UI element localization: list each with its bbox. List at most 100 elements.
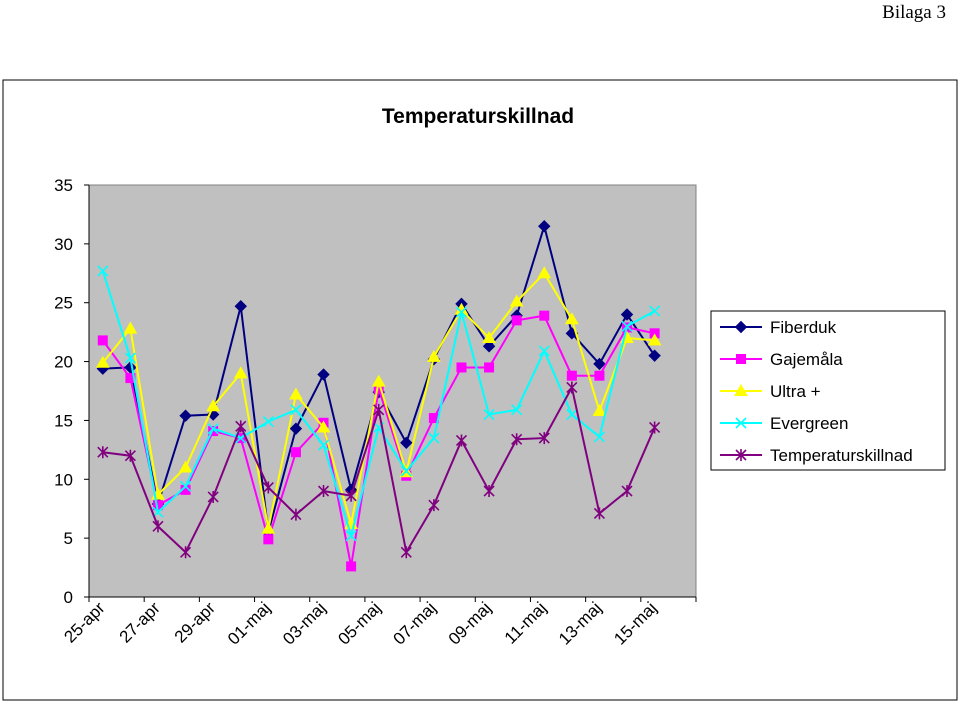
data-point: [539, 310, 550, 321]
data-point: [290, 447, 301, 458]
data-point: [537, 266, 552, 279]
data-point: [483, 485, 495, 498]
legend-item: Ultra +: [720, 382, 821, 401]
data-point: [400, 546, 412, 559]
data-point: [564, 312, 579, 325]
data-point: [427, 349, 441, 362]
data-point: [97, 265, 109, 277]
data-point: [97, 335, 108, 346]
data-point: [482, 340, 496, 353]
data-point: [123, 321, 138, 334]
data-point: [649, 305, 661, 317]
legend-item: Evergreen: [720, 414, 848, 433]
legend-item: Gajemåla: [720, 350, 843, 369]
data-point: [455, 434, 468, 447]
data-point: [290, 508, 302, 521]
data-point: [373, 403, 385, 416]
data-point: [647, 333, 662, 346]
data-point: [593, 357, 606, 371]
legend-label: Ultra +: [770, 382, 821, 401]
data-point: [649, 421, 661, 434]
data-point: [428, 432, 440, 444]
data-point: [206, 399, 221, 412]
data-point: [428, 499, 440, 512]
data-point: [290, 404, 302, 416]
data-point: [620, 308, 634, 321]
data-point: [345, 489, 357, 502]
legend-item: Fiberduk: [720, 318, 837, 337]
data-point: [509, 294, 524, 307]
data-point: [180, 546, 192, 559]
legend-label: Temperaturskillnad: [770, 446, 913, 465]
legend-label: Evergreen: [770, 414, 848, 433]
data-point: [124, 449, 136, 462]
data-point: [594, 370, 605, 381]
data-point: [179, 409, 192, 422]
data-point: [317, 485, 330, 498]
data-point: [289, 387, 303, 400]
series-layer: [95, 219, 662, 572]
data-point: [289, 422, 303, 435]
y-tick-label: 15: [54, 411, 73, 430]
data-point: [317, 368, 330, 381]
series-temperaturskillnad: [97, 381, 661, 559]
data-point: [566, 381, 578, 394]
data-point: [538, 432, 550, 445]
y-tick-label: 10: [54, 470, 73, 489]
data-point: [592, 404, 607, 417]
data-point: [400, 436, 413, 450]
series-evergreen: [97, 265, 661, 542]
data-point: [346, 561, 357, 572]
data-point: [735, 417, 747, 429]
data-point: [456, 362, 467, 373]
data-point: [345, 530, 357, 542]
legend-label: Fiberduk: [770, 318, 837, 337]
data-point: [648, 349, 661, 362]
data-point: [262, 481, 274, 494]
data-point: [235, 420, 247, 433]
chart-title: Temperaturskillnad: [382, 105, 574, 128]
data-point: [538, 219, 551, 233]
data-point: [511, 315, 522, 326]
y-axis: 0 5 10 15 20 25 30 35: [54, 176, 90, 607]
legend: Fiberduk Gajemåla Ultra + Evergreen Temperat…: [710, 310, 946, 471]
data-point: [538, 345, 550, 357]
page-label: Bilaga 3: [882, 2, 946, 23]
data-point: [735, 449, 747, 461]
y-tick-label: 35: [54, 176, 73, 195]
data-point: [566, 408, 578, 421]
data-point: [511, 433, 523, 446]
data-point: [124, 352, 136, 364]
data-point: [734, 320, 748, 334]
data-point: [207, 423, 219, 435]
data-point: [455, 306, 468, 318]
data-point: [482, 331, 496, 344]
data-point: [593, 507, 605, 520]
data-point: [262, 416, 274, 428]
y-tick-label: 5: [64, 529, 73, 548]
y-tick-label: 25: [54, 294, 73, 313]
data-point: [621, 320, 633, 332]
data-point: [233, 366, 248, 379]
data-point: [180, 480, 192, 492]
data-point: [316, 420, 331, 433]
data-point: [736, 354, 746, 364]
data-point: [593, 431, 605, 443]
data-point: [400, 465, 412, 477]
plot-area: [88, 184, 697, 598]
data-point: [97, 446, 109, 459]
data-point: [484, 362, 495, 373]
y-tick-label: 20: [54, 353, 73, 372]
data-point: [317, 439, 330, 451]
data-point: [734, 383, 748, 396]
data-point: [621, 485, 633, 498]
data-point: [263, 534, 274, 545]
data-point: [483, 408, 495, 421]
legend-label: Gajemåla: [770, 350, 843, 369]
data-point: [95, 355, 110, 368]
data-point: [566, 370, 577, 381]
legend-item: Temperaturskillnad: [720, 446, 913, 465]
data-point: [234, 300, 247, 313]
data-point: [261, 521, 276, 534]
